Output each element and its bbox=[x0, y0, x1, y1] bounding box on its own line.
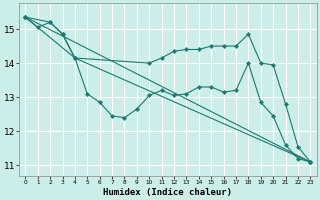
X-axis label: Humidex (Indice chaleur): Humidex (Indice chaleur) bbox=[103, 188, 232, 197]
